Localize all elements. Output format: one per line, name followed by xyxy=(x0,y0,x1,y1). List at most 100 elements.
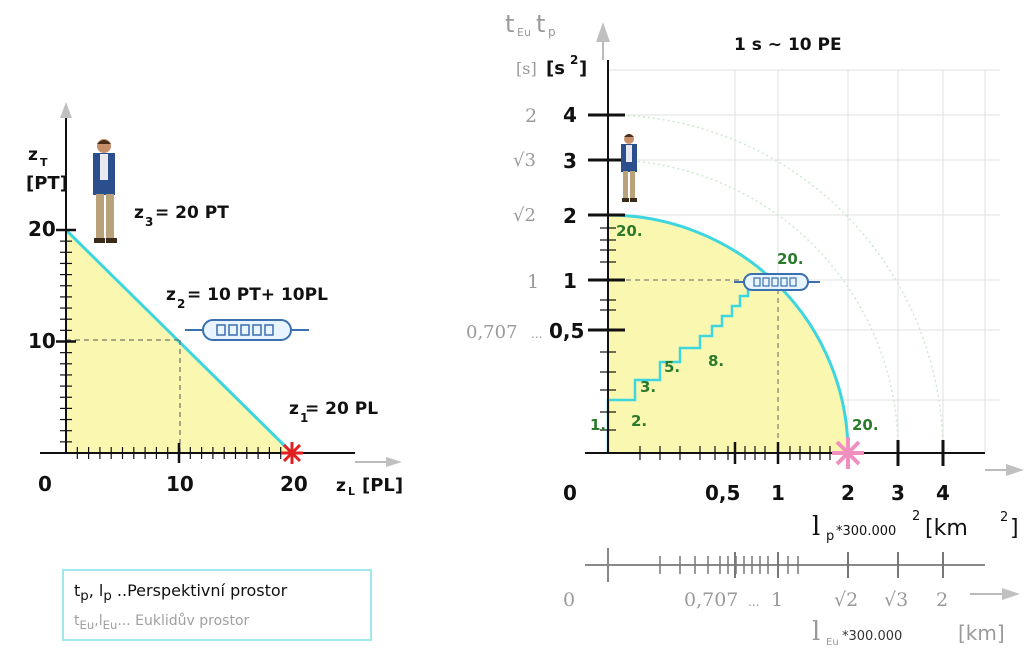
euclid-x-arrow-icon xyxy=(1002,588,1020,600)
left-tick-x-20: 20 xyxy=(280,472,308,496)
legend-t: t xyxy=(74,581,81,600)
left-tick-x-10: 10 xyxy=(166,472,194,496)
legend-l: l xyxy=(98,581,104,600)
legend-l-sub: p xyxy=(103,589,112,605)
right-unit-s2: [s xyxy=(546,58,565,79)
x-tick-0: 0 xyxy=(563,481,577,505)
lp-label: l xyxy=(812,512,820,542)
right-unit-s: [s] xyxy=(516,59,537,78)
step-label-1: 1. xyxy=(590,416,606,434)
right-y-label-tp: t xyxy=(536,10,545,38)
left-diagonal-line xyxy=(64,228,294,455)
legend-teu-sub: Eu xyxy=(79,617,95,632)
eu-x-0707: 0,707 xyxy=(684,589,738,611)
left-x-axis-unit: [PL] xyxy=(362,475,403,496)
x-tick-1: 1 xyxy=(771,481,785,505)
step-label-8: 8. xyxy=(708,352,724,370)
y-tick-2-eu: √2 xyxy=(513,205,536,226)
y-tick-2: 2 xyxy=(563,204,577,228)
legend-comma2: , xyxy=(94,613,99,629)
leu-mult: *300.000 xyxy=(842,629,902,644)
euclid-x-ticks xyxy=(659,552,944,578)
left-diagram: z T [PT] 20 10 0 10 20 z L [PL] z 3 = 20… xyxy=(26,102,403,498)
eu-x-r3: √3 xyxy=(884,589,908,611)
lp-sub: p xyxy=(826,529,834,544)
z2-value: = 10 PT+ 10PL xyxy=(187,285,328,305)
eu-x-r2: √2 xyxy=(834,589,858,611)
y-tick-1-eu: 1 xyxy=(527,271,539,293)
legend-perspective-text: ..Perspektivní prostor xyxy=(111,581,288,600)
staircase-line xyxy=(606,286,756,453)
z2-label: z xyxy=(166,285,176,305)
y-tick-4-eu: 2 xyxy=(525,105,537,127)
step-label-2: 2. xyxy=(631,412,647,430)
right-fill-quarter xyxy=(608,215,848,453)
leu-sub: Eu xyxy=(826,637,839,648)
y-tick-4: 4 xyxy=(563,103,577,127)
left-tick-y-10: 10 xyxy=(28,329,56,353)
lp-unit-sup: 2 xyxy=(1000,510,1008,525)
left-y-arrow-icon xyxy=(60,102,72,118)
y-tick-3-eu: √3 xyxy=(513,150,536,171)
train-icon xyxy=(185,319,309,341)
right-diagram: t Eu t p [s] [s 2 ] 1 s ~ 10 PE 4 2 3 √3… xyxy=(466,10,1024,648)
z1-value: = 20 PL xyxy=(305,399,378,419)
right-event-star-icon xyxy=(832,437,864,469)
right-y-label-tp-sub: p xyxy=(548,25,556,39)
left-x-axis-sub: L xyxy=(348,485,355,498)
left-tick-x-0: 0 xyxy=(38,472,52,496)
left-tick-y-20: 20 xyxy=(28,217,56,241)
x-tick-2: 2 xyxy=(841,481,855,505)
x-tick-05: 0,5 xyxy=(705,481,740,505)
legend-line-perspective: tp, lp ..Perspektivní prostor xyxy=(74,581,287,604)
step-label-5: 5. xyxy=(664,358,680,376)
arc-r3 xyxy=(607,159,899,454)
lp-unit-end: ] xyxy=(1010,516,1019,541)
y-tick-1: 1 xyxy=(563,269,577,293)
legend-t-sub: p xyxy=(80,589,89,605)
person-icon xyxy=(93,139,117,243)
leu-label: l xyxy=(812,617,820,647)
y-tick-05-ellipsis: ... xyxy=(531,327,542,341)
z3-value: = 20 PT xyxy=(155,203,229,223)
right-unit-s2-sup: 2 xyxy=(570,53,578,67)
label-20-mid: 20. xyxy=(777,250,804,268)
legend-teu: t xyxy=(74,613,80,629)
legend-comma: , xyxy=(88,581,99,600)
legend-leu: l xyxy=(98,613,103,629)
y-tick-05: 0,5 xyxy=(549,319,584,343)
eu-x-1: 1 xyxy=(771,589,783,611)
left-x-axis-label: z xyxy=(336,476,346,496)
right-y-minor-ticks xyxy=(600,227,616,431)
right-y-major-ticks xyxy=(588,113,625,332)
left-event-star-icon xyxy=(281,442,303,464)
left-y-axis-sub: T xyxy=(40,156,48,169)
leu-unit: [km] xyxy=(958,621,1005,645)
lp-mult: *300.000 xyxy=(836,524,896,539)
left-y-axis-unit: [PT] xyxy=(26,173,68,194)
z1-sub: 1 xyxy=(300,411,308,425)
right-x-major-ticks xyxy=(896,440,945,466)
right-y-arrow-icon xyxy=(596,22,610,42)
x-tick-4: 4 xyxy=(936,481,950,505)
label-20-right: 20. xyxy=(852,416,879,434)
y-tick-05-eu: 0,707 xyxy=(466,322,518,343)
z2-sub: 2 xyxy=(177,297,185,311)
y-tick-3: 3 xyxy=(563,149,577,173)
label-20-top: 20. xyxy=(616,222,643,240)
x-tick-3: 3 xyxy=(891,481,905,505)
legend-box: tp, lp ..Perspektivní prostor tEu,lEu...… xyxy=(62,569,372,641)
lp-unit: [km xyxy=(925,516,968,541)
left-x-arrow-icon xyxy=(386,457,402,467)
z1-label: z xyxy=(289,399,299,419)
train-icon-right xyxy=(734,273,820,291)
person-icon-right xyxy=(621,134,637,202)
legend-leu-sub: Eu xyxy=(102,617,118,632)
z3-label: z xyxy=(134,203,144,223)
right-unit-s2-end: ] xyxy=(579,58,587,79)
z3-sub: 3 xyxy=(145,215,153,229)
scale-note: 1 s ~ 10 PE xyxy=(734,35,842,55)
right-y-label-teu: t xyxy=(505,10,514,38)
legend-euclid-text: ... Euklidův prostor xyxy=(117,613,250,629)
